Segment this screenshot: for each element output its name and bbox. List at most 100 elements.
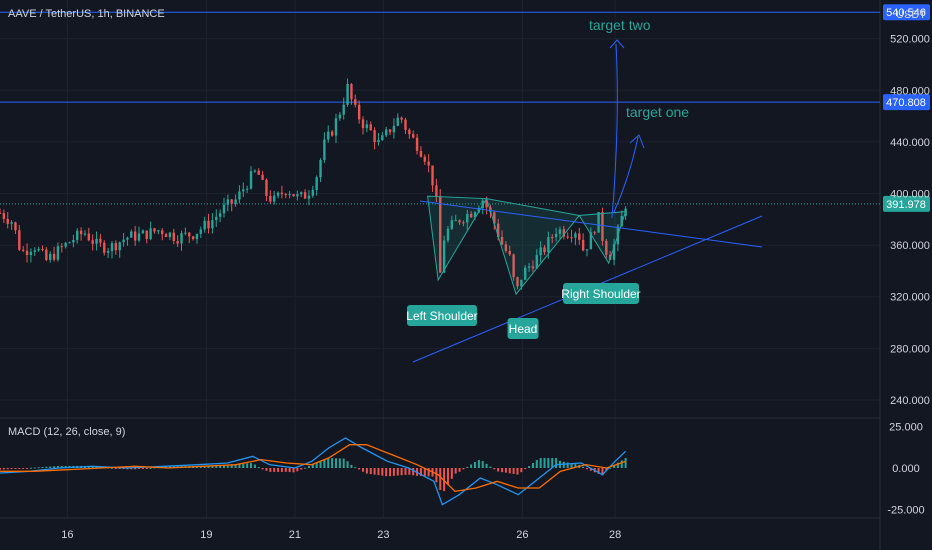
target-one-arrow-head xyxy=(629,134,645,149)
macd-histogram-bar xyxy=(524,468,527,470)
candle-body xyxy=(350,83,353,100)
candle-body xyxy=(319,159,322,178)
candle-body xyxy=(18,230,21,250)
candle-body xyxy=(95,238,98,244)
macd-histogram-bar xyxy=(419,468,422,476)
head-label-box[interactable] xyxy=(507,318,539,339)
candle-body xyxy=(79,230,83,235)
candle-body xyxy=(415,137,419,151)
macd-histogram-bar xyxy=(45,466,48,468)
candle-body xyxy=(49,253,52,260)
macd-histogram-bar xyxy=(315,462,318,468)
candle-body xyxy=(168,232,172,238)
price-tick-label: 400.000 xyxy=(890,189,930,201)
macd-histogram-bar xyxy=(307,465,310,468)
candle-body xyxy=(516,277,519,287)
macd-histogram-bar xyxy=(165,466,168,468)
right-shoulder-label-box[interactable] xyxy=(563,283,639,304)
level-price-label: 470.808 xyxy=(886,97,926,109)
candle-body xyxy=(238,191,241,200)
macd-histogram-bar xyxy=(37,467,40,469)
macd-histogram-bar xyxy=(280,468,283,472)
macd-histogram-bar xyxy=(168,466,171,468)
candle-body xyxy=(14,222,17,231)
pattern-drawings[interactable] xyxy=(412,39,763,363)
macd-histogram-bar xyxy=(141,468,144,469)
macd-histogram-bar xyxy=(0,468,1,470)
candle-body xyxy=(230,199,233,204)
macd-histogram-bar xyxy=(589,468,592,471)
candle-body xyxy=(574,233,577,238)
macd-histogram-bar xyxy=(130,468,133,470)
macd-histogram-bar xyxy=(49,466,52,468)
candle-body xyxy=(164,234,168,238)
candle-body xyxy=(64,242,67,247)
candle-body xyxy=(496,223,500,237)
macd-histogram-bar xyxy=(450,468,453,479)
macd-histogram-bar xyxy=(18,468,21,469)
annotation-labels[interactable]: Left Shoulder Head Right Shoulder target on… xyxy=(406,17,689,339)
target-one-label: target one xyxy=(626,104,689,120)
candle-body xyxy=(531,266,535,269)
macd-histogram-bar xyxy=(246,463,249,468)
candle-body xyxy=(605,240,608,255)
candle-body xyxy=(29,251,33,256)
macd-histogram-bar xyxy=(118,468,121,469)
macd-histogram-bar xyxy=(292,468,295,473)
left-shoulder-label-box[interactable] xyxy=(407,305,477,326)
macd-histogram-bar xyxy=(22,468,25,469)
candle-body xyxy=(110,243,114,252)
macd-histogram-bar xyxy=(265,468,268,471)
head-triangle[interactable] xyxy=(485,198,581,296)
macd-histogram-bar xyxy=(362,468,365,472)
candle-body xyxy=(114,243,118,251)
macd-histogram-bar xyxy=(620,460,623,468)
macd-tick-label: -25.000 xyxy=(887,505,924,517)
macd-histogram-bar xyxy=(373,468,376,475)
macd-histogram-bar xyxy=(535,459,538,468)
candle-body xyxy=(137,233,141,241)
candle-body xyxy=(558,229,562,234)
candle-body xyxy=(473,212,477,218)
macd-histogram-bar xyxy=(257,467,260,469)
macd-histogram-bar xyxy=(551,458,554,468)
macd-histogram-bar xyxy=(609,467,612,469)
candle-body xyxy=(276,192,280,196)
macd-histogram-bar xyxy=(327,458,330,468)
candle-body xyxy=(99,238,102,243)
left-shoulder-label: Left Shoulder xyxy=(406,309,477,323)
candle-body xyxy=(435,185,438,197)
candle-body xyxy=(292,194,295,197)
candle-body xyxy=(280,192,284,195)
candle-body xyxy=(2,212,6,219)
macd-histogram-bar xyxy=(585,468,588,470)
macd-histogram-bar xyxy=(273,468,276,472)
candle-body xyxy=(60,246,63,248)
candle-body xyxy=(284,194,287,196)
target-one-arrow-path xyxy=(613,136,639,213)
candle-body xyxy=(133,231,137,241)
macd-histogram-bar xyxy=(400,468,403,476)
candle-body xyxy=(365,124,369,129)
candle-body xyxy=(191,236,195,240)
price-tick-label: 520.000 xyxy=(890,34,930,46)
candle-body xyxy=(458,220,461,223)
symbol-title: AAVE / TetherUS, 1h, BINANCE xyxy=(8,8,165,20)
macd-histogram-bar xyxy=(466,466,469,468)
left-shoulder-triangle[interactable] xyxy=(427,195,488,282)
horizontal-levels[interactable]: 540.546 470.808 391.978 xyxy=(0,4,930,212)
macd-histogram-bar xyxy=(547,458,550,468)
macd-histogram-bar xyxy=(412,468,415,476)
macd-histogram-bar xyxy=(172,466,175,468)
candle-body xyxy=(195,233,199,240)
macd-histogram-bar xyxy=(470,464,473,468)
macd-histogram-bar xyxy=(392,468,395,476)
candle-body xyxy=(215,216,218,221)
macd-histogram-bar xyxy=(497,468,500,472)
candle-body xyxy=(466,213,469,223)
macd-histogram-bar xyxy=(153,467,156,469)
candle-body xyxy=(539,247,542,256)
candle-body xyxy=(76,230,79,241)
candle-body xyxy=(222,204,226,214)
